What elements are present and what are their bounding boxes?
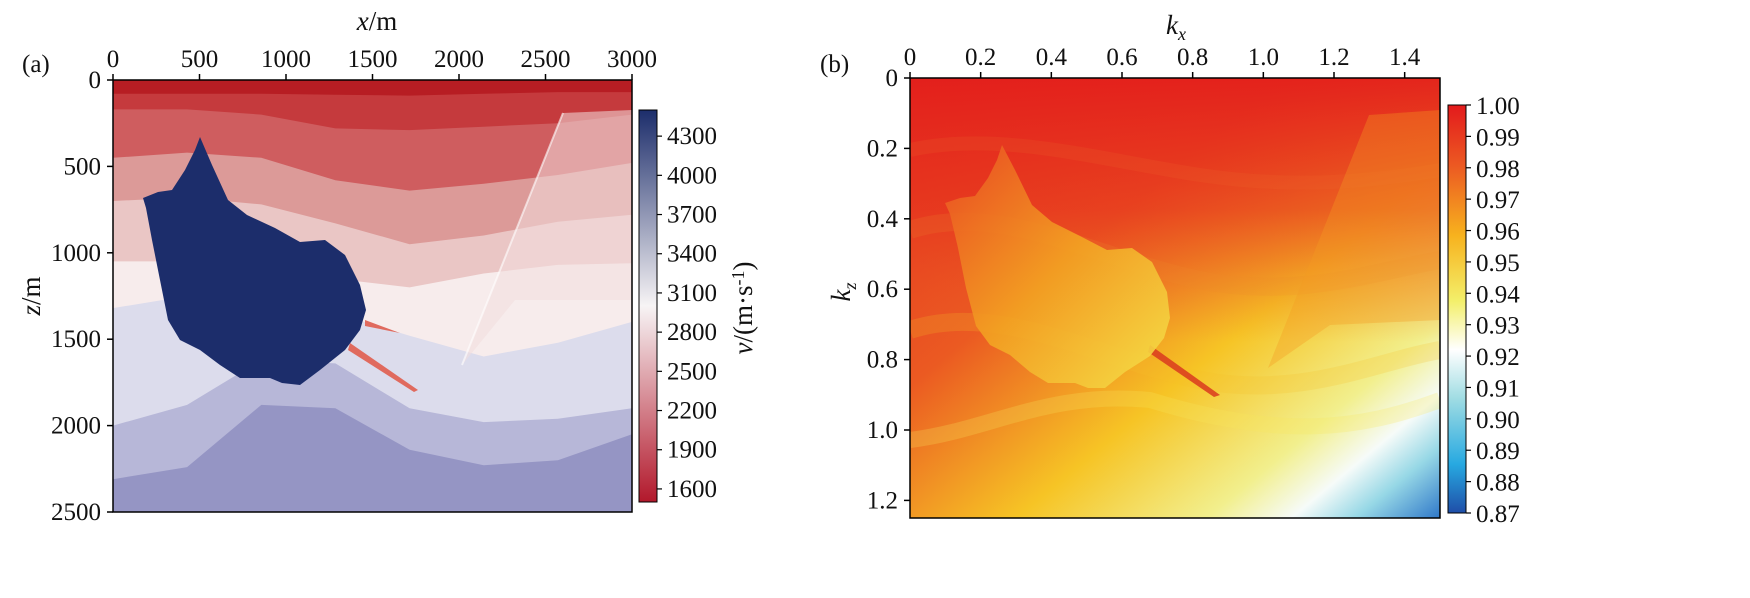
- colorbar-b-tick-label: 0.87: [1476, 501, 1520, 528]
- y-tick-label-b: 1.0: [867, 417, 898, 444]
- x-tick-label-b: 0.2: [965, 44, 996, 71]
- colorbar-b-tick-label: 0.97: [1476, 187, 1520, 214]
- y-tick-label-a: 1000: [51, 240, 101, 267]
- x-tick-label-b: 0.8: [1177, 44, 1208, 71]
- panel-a-letter: (a): [22, 51, 50, 78]
- ticks-b: 0 0.2 0.4 0.6 0.8 1.0 1.2 1.4 0 0.2 0.4 0.6 0.8 1.0 1.…: [867, 44, 1421, 514]
- thin-wedge-2: [348, 343, 418, 392]
- x-axis-label-a: x/m: [356, 6, 398, 36]
- colorbar-a-tick-label: 3100: [667, 280, 717, 307]
- velocity-layer-8: [113, 404, 632, 512]
- colorbar-a-tick-label: 4300: [667, 123, 717, 150]
- y-axis-label-a: z/m: [16, 276, 46, 316]
- colorbar-a-tick-label: 2200: [667, 398, 717, 425]
- x-tick-label-b: 1.4: [1389, 44, 1421, 71]
- salt-body: [143, 137, 366, 385]
- colorbar-b-tick-label: 0.90: [1476, 407, 1520, 434]
- x-tick-label-a: 3000: [607, 46, 657, 73]
- x-tick-label-a: 500: [181, 46, 219, 73]
- x-tick-label-b: 1.2: [1318, 44, 1349, 71]
- ticks-a: 0 500 1000 1500 2000 2500 3000 0 500 1000 1500 2000…: [51, 46, 657, 526]
- x-tick-label-a: 1500: [348, 46, 398, 73]
- colorbar-a-tick-label: 3700: [667, 202, 717, 229]
- colorbar-b-tick-label: 0.96: [1476, 219, 1520, 246]
- y-tick-label-b: 1.2: [867, 487, 898, 514]
- colorbar-b: [1447, 104, 1467, 514]
- colorbar-b-tick-label: 0.89: [1476, 438, 1520, 465]
- fault-line: [461, 112, 564, 366]
- y-tick-label-b: 0.4: [867, 206, 899, 233]
- y-tick-label-a: 500: [64, 153, 102, 180]
- colorbar-a-tick-label: 2500: [667, 358, 717, 385]
- colorbar-a-tick-label: 2800: [667, 319, 717, 346]
- x-tick-label-a: 0: [107, 46, 120, 73]
- y-tick-label-a: 2000: [51, 413, 101, 440]
- panel-b-letter: (b): [820, 51, 849, 78]
- colorbar-b-tick-label: 1.00: [1476, 93, 1520, 120]
- colorbar-b-tick-label: 0.94: [1476, 281, 1520, 308]
- x-tick-label-b: 0.6: [1106, 44, 1137, 71]
- y-tick-label-a: 0: [89, 67, 102, 94]
- fault-block: [462, 110, 632, 365]
- x-axis-label-b: kx: [1166, 10, 1186, 44]
- colorbar-a-tick-label: 4000: [667, 162, 717, 189]
- x-tick-label-a: 2000: [434, 46, 484, 73]
- colorbar-a-label: v/(m·s-1): [728, 262, 758, 355]
- plot-frame-b: [909, 77, 1441, 519]
- colorbar-b-tick-label: 0.98: [1476, 156, 1520, 183]
- colorbar-a-tick-label: 1600: [667, 476, 717, 503]
- colorbar-b-tick-label: 0.92: [1476, 344, 1520, 371]
- amplitude-field: [910, 78, 1440, 518]
- y-tick-label-a: 1500: [51, 326, 101, 353]
- panel-b: (b) 0 0.2 0.4 0.6 0.8 1.0 1.2 1.4 0 0.2 0.4 0.6 0.8 1…: [820, 10, 1520, 528]
- colorbar-a-tick-label: 3400: [667, 241, 717, 268]
- x-tick-label-b: 0.4: [1036, 44, 1068, 71]
- colorbar-b-tick-label: 0.99: [1476, 124, 1520, 151]
- y-tick-label-b: 0.2: [867, 135, 898, 162]
- x-tick-label-b: 1.0: [1248, 44, 1279, 71]
- x-tick-label-a: 1000: [261, 46, 311, 73]
- y-tick-label-b: 0: [886, 65, 899, 92]
- y-axis-label-b: kz: [826, 283, 860, 302]
- colorbar-a: [638, 109, 658, 503]
- thin-wedge-1: [365, 320, 400, 333]
- colorbar-a-tick-label: 1900: [667, 437, 717, 464]
- colorbar-b-tick-label: 0.93: [1476, 313, 1520, 340]
- salt-body-b: [945, 145, 1170, 388]
- colorbar-a-ticks: 1600 1900 2200 2500 2800 3100 3400 3700 4000 4300: [657, 123, 717, 503]
- panel-a: (a) 0 500 1000 1500 2000 2500 3000 0 500 1000 1500…: [16, 6, 758, 526]
- y-tick-label-a: 2500: [51, 499, 101, 526]
- y-tick-label-b: 0.6: [867, 276, 898, 303]
- colorbar-b-tick-label: 0.88: [1476, 470, 1520, 497]
- colorbar-b-tick-label: 0.95: [1476, 250, 1520, 277]
- x-tick-label-a: 2500: [521, 46, 571, 73]
- y-tick-label-b: 0.8: [867, 347, 898, 374]
- x-tick-label-b: 0: [904, 44, 917, 71]
- colorbar-b-ticks: 1.00 0.99 0.98 0.97 0.96 0.95 0.94 0.93 0.92 0.91…: [1466, 93, 1520, 528]
- colorbar-b-tick-label: 0.91: [1476, 375, 1520, 402]
